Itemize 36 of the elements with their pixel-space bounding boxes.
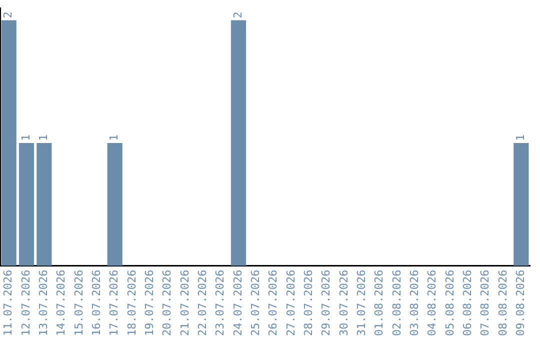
- x-tick-label: 27.07.2026: [284, 270, 298, 336]
- x-tick-label: 18.07.2026: [125, 270, 138, 336]
- x-tick-label: 26.07.2026: [266, 270, 280, 336]
- data-label: 1: [108, 134, 121, 142]
- x-tick-label: 28.07.2026: [302, 270, 316, 336]
- x-tick-label: 09.08.2026: [514, 270, 528, 336]
- x-tick-label: 13.07.2026: [37, 270, 50, 336]
- x-tick-label: 12.07.2026: [19, 270, 32, 336]
- x-tick-label: 04.08.2026: [426, 270, 439, 336]
- x-tick-label: 07.08.2026: [478, 270, 492, 336]
- x-tick-label: 14.07.2026: [54, 270, 68, 336]
- x-tick-label: 06.08.2026: [461, 270, 474, 336]
- x-tick-label: 11.07.2026: [2, 270, 15, 336]
- x-tick-label: 20.07.2026: [160, 270, 174, 336]
- x-tick-label: 30.07.2026: [337, 270, 350, 336]
- x-tick-label: 16.07.2026: [90, 270, 104, 336]
- x-tick-label: 01.08.2026: [372, 270, 386, 336]
- x-tick-label: 25.07.2026: [249, 270, 262, 336]
- x-tick-label: 05.08.2026: [443, 270, 456, 336]
- data-label: 2: [2, 12, 15, 18]
- data-label: 1: [37, 134, 50, 142]
- x-tick-label: 03.08.2026: [408, 270, 422, 336]
- x-tick-label: 15.07.2026: [72, 270, 86, 336]
- data-label: 1: [19, 134, 32, 142]
- data-label: 1: [514, 134, 528, 142]
- x-tick-label: 02.08.2026: [390, 270, 404, 336]
- x-tick-label: 23.07.2026: [214, 270, 227, 336]
- x-tick-label: 19.07.2026: [143, 270, 156, 336]
- x-tick-label: 17.07.2026: [108, 270, 121, 336]
- x-tick-label: 22.07.2026: [196, 270, 210, 336]
- x-tick-label: 29.07.2026: [320, 270, 333, 336]
- x-tick-label: 24.07.2026: [231, 270, 244, 336]
- data-label: 2: [231, 12, 244, 18]
- x-tick-label: 08.08.2026: [496, 270, 510, 336]
- x-tick-label: 21.07.2026: [178, 270, 192, 336]
- x-tick-label: 31.07.2026: [355, 270, 368, 336]
